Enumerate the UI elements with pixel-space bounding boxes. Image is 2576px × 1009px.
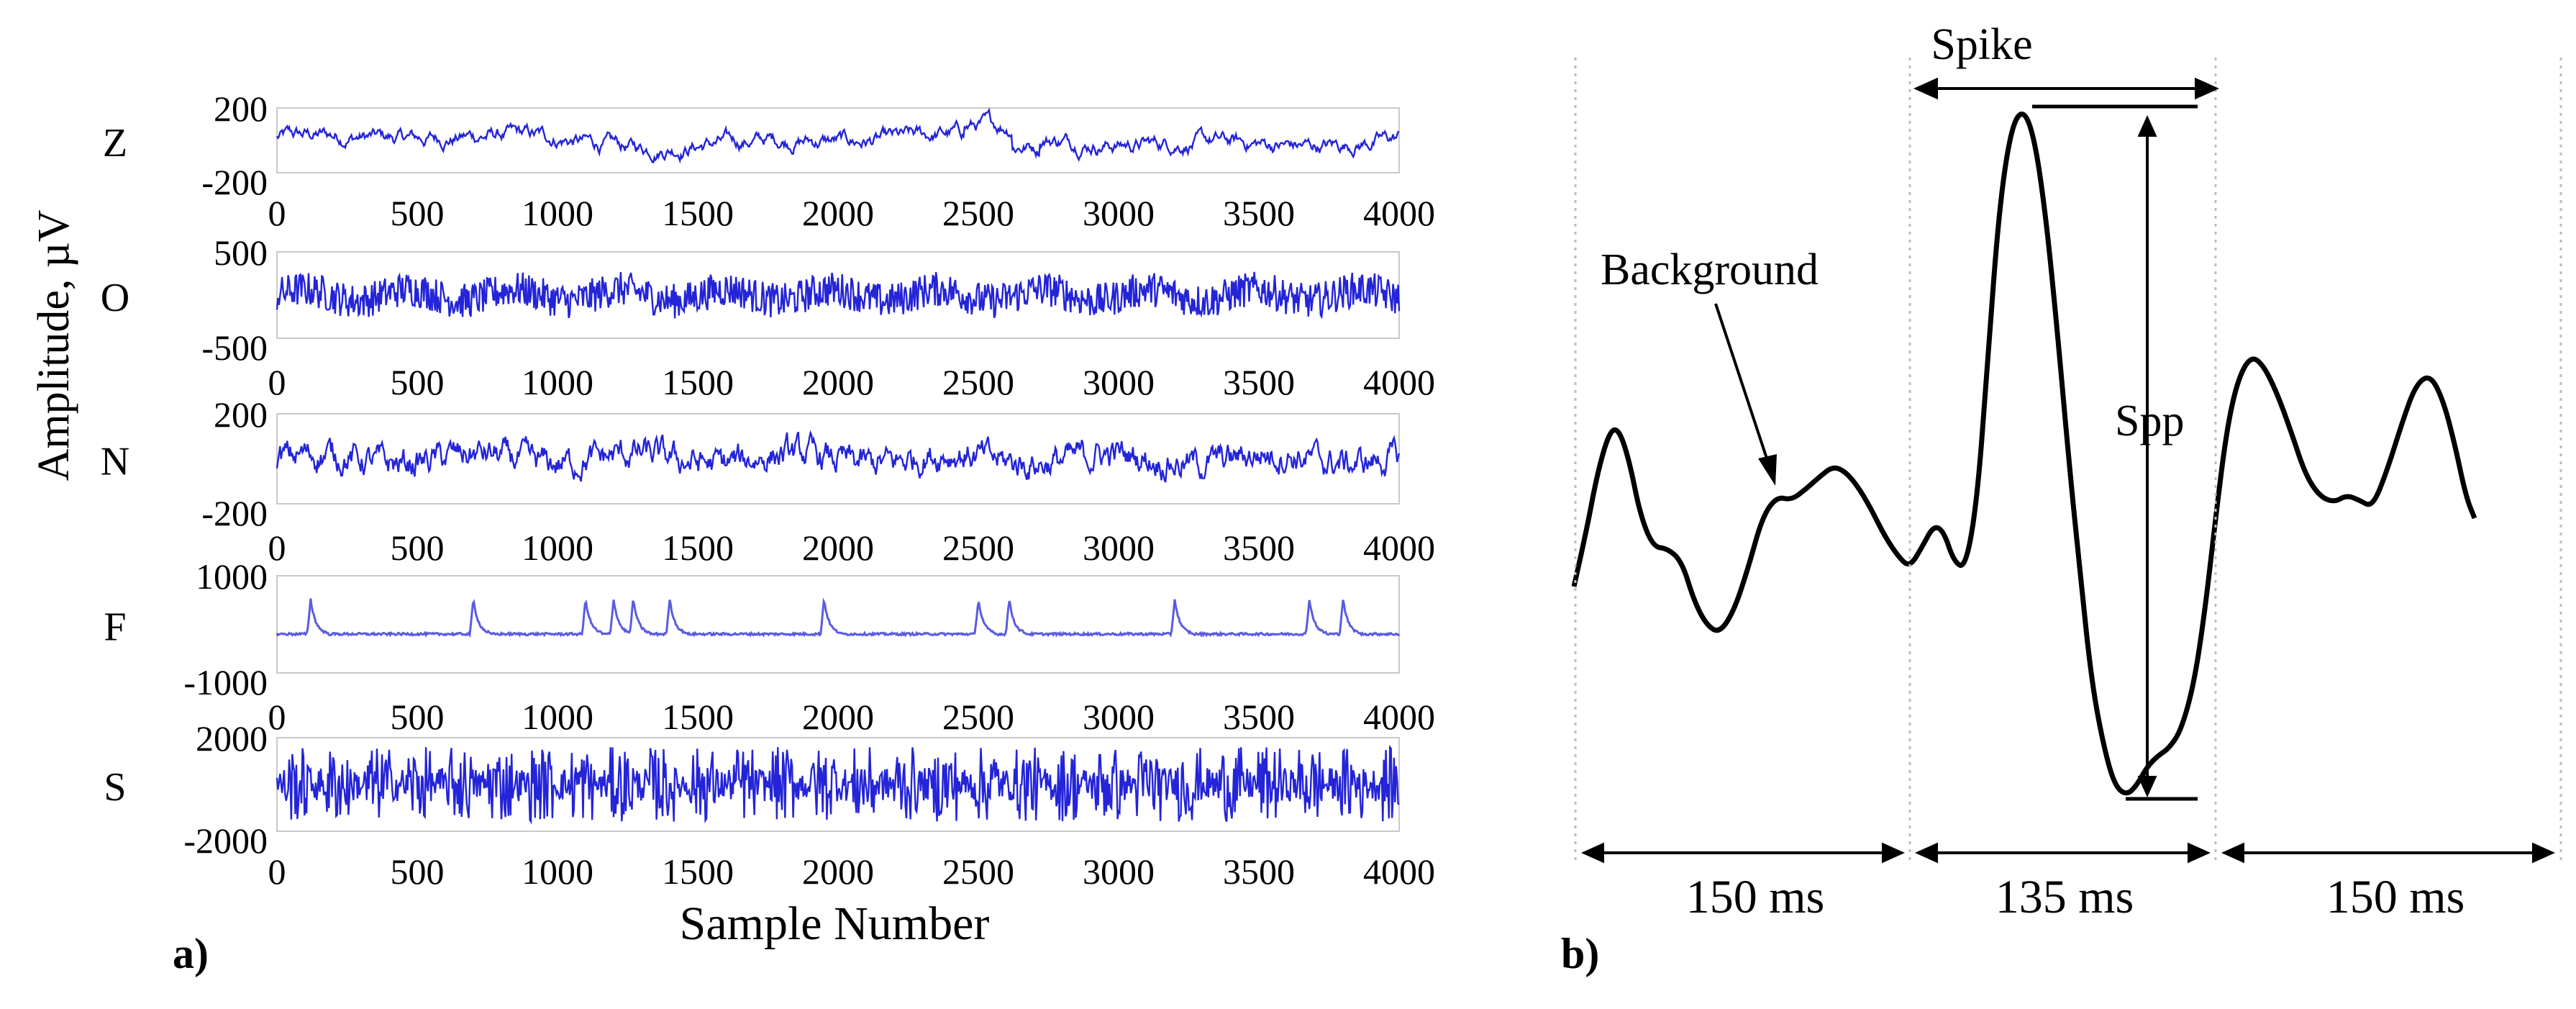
panel-a-label: a) xyxy=(173,930,209,977)
signal-line-s xyxy=(276,745,1400,825)
x-tick-label: 1000 xyxy=(522,851,593,892)
x-tick-label: 1000 xyxy=(522,193,593,233)
arrow-head xyxy=(1882,842,1905,864)
x-tick-label: 3500 xyxy=(1223,193,1295,233)
x-tick-label: 2000 xyxy=(802,362,874,402)
signal-line-z xyxy=(276,107,1400,164)
signal-line-n xyxy=(276,430,1401,483)
segment-label-3: 150 ms xyxy=(2326,871,2465,923)
panel-b-label: b) xyxy=(1561,930,1599,977)
x-tick-label: 2000 xyxy=(802,851,874,892)
x-tick-label: 3500 xyxy=(1223,697,1295,737)
x-tick-label: 500 xyxy=(391,697,445,737)
x-tick-label: 4000 xyxy=(1363,851,1435,892)
x-tick-label: 1500 xyxy=(662,193,734,233)
arrow-head xyxy=(2188,842,2211,864)
channel-label: O xyxy=(101,276,129,320)
x-tick-label: 4000 xyxy=(1363,362,1435,402)
x-tick-label: 1500 xyxy=(662,528,734,568)
channel-label: Z xyxy=(103,121,127,166)
x-tick-label: 1500 xyxy=(662,362,734,402)
channel-label: F xyxy=(104,605,126,650)
x-tick-label: 3000 xyxy=(1083,193,1155,233)
y-tick-label: -200 xyxy=(201,493,268,533)
spike-waveform-line xyxy=(1571,112,2477,796)
arrow-head xyxy=(2195,77,2219,100)
spp-annotation: Spp xyxy=(2115,397,2184,445)
arrow-head xyxy=(2532,842,2555,864)
plot-frame xyxy=(276,413,1400,504)
arrow-head xyxy=(2137,776,2157,797)
x-tick-label: 2500 xyxy=(942,362,1014,402)
x-tick-label: 2500 xyxy=(942,851,1014,892)
x-tick-label: 1000 xyxy=(522,697,593,737)
arrow-head xyxy=(1758,454,1777,486)
panel-a-xlabel: Sample Number xyxy=(680,897,990,950)
x-tick-label: 4000 xyxy=(1363,528,1435,568)
x-tick-label: 3500 xyxy=(1223,851,1295,892)
channel-plot-n: N 200 -2000 500 1000 1500 2000 2500 3000 3500 4000 xyxy=(101,394,1435,568)
y-tick-label: 500 xyxy=(214,232,268,273)
x-tick-label: 2500 xyxy=(942,193,1014,233)
arrow-head xyxy=(2137,115,2157,137)
background-pointer-arrow xyxy=(1714,303,1772,472)
x-tick-label: 4000 xyxy=(1363,193,1435,233)
panel-b-plot: Spike Background Spp 150 ms 135 ms 150 m… xyxy=(1561,20,2562,977)
x-tick-label: 0 xyxy=(268,697,286,737)
y-tick-label: 1000 xyxy=(196,556,268,597)
plot-frame xyxy=(276,575,1400,674)
arrow-head xyxy=(2221,842,2244,864)
x-tick-label: 2000 xyxy=(802,193,874,233)
x-tick-label: 1500 xyxy=(662,851,734,892)
x-tick-label: 3500 xyxy=(1223,362,1295,402)
x-tick-label: 2000 xyxy=(802,697,874,737)
y-tick-label: 200 xyxy=(214,394,268,435)
y-tick-label: -2000 xyxy=(183,820,268,861)
x-tick-label: 2000 xyxy=(802,528,874,568)
y-tick-label: 200 xyxy=(214,89,268,129)
x-tick-label: 3000 xyxy=(1083,851,1155,892)
spike-annotation: Spike xyxy=(1931,20,2032,69)
y-tick-label: -500 xyxy=(201,327,268,368)
x-tick-label: 500 xyxy=(391,851,445,892)
segment-label-2: 135 ms xyxy=(1995,871,2134,923)
y-tick-label: -200 xyxy=(201,162,268,202)
x-tick-label: 4000 xyxy=(1363,697,1435,737)
x-tick-label: 3000 xyxy=(1083,697,1155,737)
signal-line-o xyxy=(276,271,1401,320)
x-tick-label: 0 xyxy=(268,193,286,233)
y-tick-label: -1000 xyxy=(183,662,268,702)
x-tick-label: 0 xyxy=(268,528,286,568)
x-tick-label: 1000 xyxy=(522,528,593,568)
panel-a-ylabel: Amplitude, µV xyxy=(29,209,78,481)
channel-label: N xyxy=(101,440,129,484)
x-tick-label: 1000 xyxy=(522,362,593,402)
arrow-head xyxy=(1581,842,1604,864)
x-tick-label: 2500 xyxy=(942,528,1014,568)
x-tick-label: 3000 xyxy=(1083,528,1155,568)
signal-line-f xyxy=(276,597,1400,638)
x-tick-label: 3500 xyxy=(1223,528,1295,568)
x-tick-label: 1500 xyxy=(662,697,734,737)
x-tick-label: 0 xyxy=(268,851,286,892)
x-tick-label: 0 xyxy=(268,362,286,402)
arrow-head xyxy=(1915,842,1938,864)
arrow-head xyxy=(1913,77,1938,100)
x-tick-label: 3000 xyxy=(1083,362,1155,402)
x-tick-label: 500 xyxy=(391,362,445,402)
x-tick-label: 500 xyxy=(391,528,445,568)
x-tick-label: 2500 xyxy=(942,697,1014,737)
segment-label-1: 150 ms xyxy=(1686,871,1825,923)
background-annotation: Background xyxy=(1601,245,1819,294)
channel-label: S xyxy=(104,765,126,810)
channel-plot-z: Z 200 -2000 500 1000 1500 2000 2500 3000 3500 4000 xyxy=(103,89,1435,233)
plot-frame xyxy=(276,107,1400,173)
y-tick-label: 2000 xyxy=(196,718,268,759)
x-tick-label: 500 xyxy=(391,193,445,233)
